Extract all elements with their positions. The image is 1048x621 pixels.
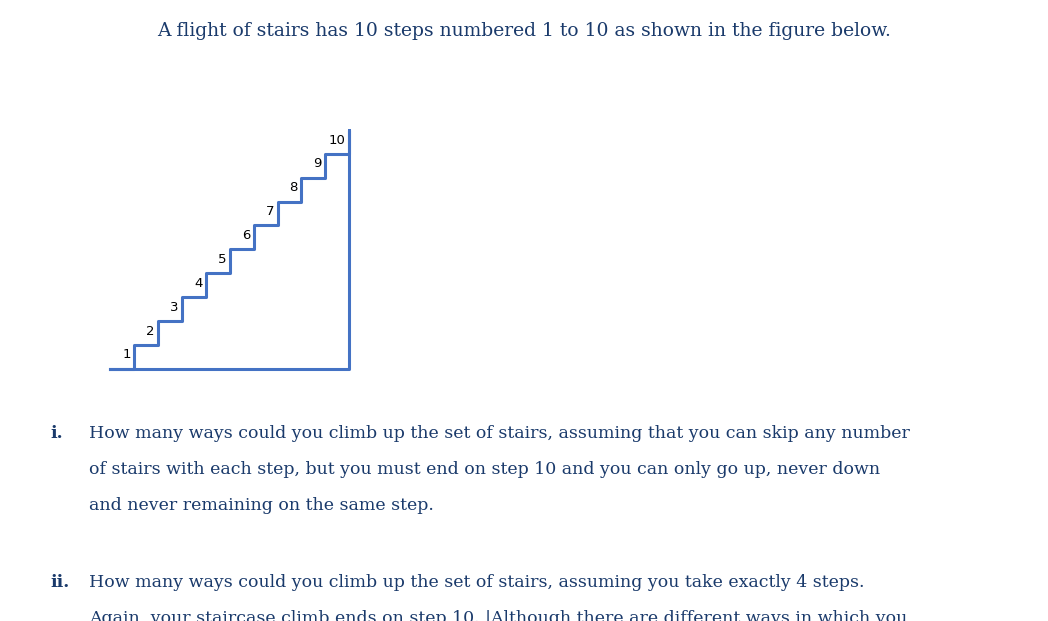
Text: 10: 10 bbox=[329, 134, 346, 147]
Text: 2: 2 bbox=[146, 325, 155, 338]
Text: 3: 3 bbox=[170, 301, 178, 314]
Text: Again, your staircase climb ends on step 10. |Although there are different ways : Again, your staircase climb ends on step… bbox=[89, 610, 908, 621]
Text: A flight of stairs has 10 steps numbered 1 to 10 as shown in the figure below.: A flight of stairs has 10 steps numbered… bbox=[157, 22, 891, 40]
Text: 7: 7 bbox=[265, 205, 274, 218]
Text: i.: i. bbox=[50, 425, 63, 442]
Text: of stairs with each step, but you must end on step 10 and you can only go up, ne: of stairs with each step, but you must e… bbox=[89, 461, 880, 478]
Text: 8: 8 bbox=[289, 181, 298, 194]
Text: ii.: ii. bbox=[50, 574, 69, 591]
Text: 5: 5 bbox=[218, 253, 226, 266]
Text: 6: 6 bbox=[242, 229, 250, 242]
Text: 9: 9 bbox=[313, 157, 322, 170]
Text: How many ways could you climb up the set of stairs, assuming that you can skip a: How many ways could you climb up the set… bbox=[89, 425, 910, 442]
Text: and never remaining on the same step.: and never remaining on the same step. bbox=[89, 497, 434, 514]
Text: How many ways could you climb up the set of stairs, assuming you take exactly 4 : How many ways could you climb up the set… bbox=[89, 574, 865, 591]
Text: 4: 4 bbox=[194, 277, 202, 290]
Text: 1: 1 bbox=[123, 348, 131, 361]
